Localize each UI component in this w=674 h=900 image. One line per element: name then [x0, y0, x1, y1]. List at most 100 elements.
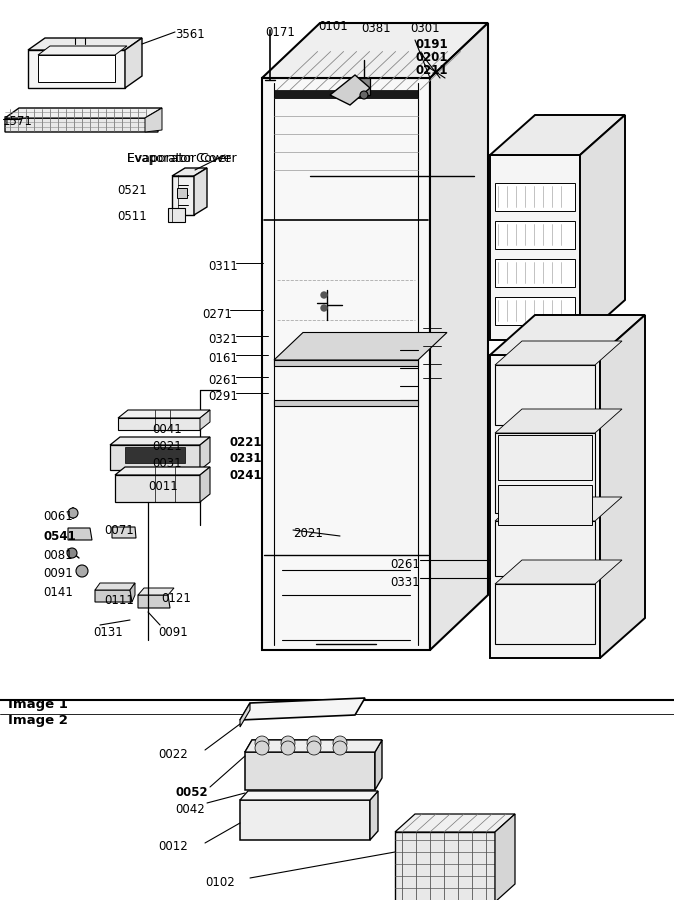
Text: 0321: 0321: [208, 333, 238, 346]
Polygon shape: [375, 740, 382, 790]
Polygon shape: [495, 183, 575, 211]
Circle shape: [67, 548, 77, 558]
Polygon shape: [600, 315, 645, 658]
Text: 0521: 0521: [117, 184, 147, 197]
Polygon shape: [125, 38, 142, 88]
Circle shape: [333, 741, 347, 755]
Polygon shape: [495, 341, 622, 365]
Circle shape: [360, 91, 368, 99]
Polygon shape: [490, 355, 600, 658]
Polygon shape: [125, 447, 185, 463]
Polygon shape: [145, 108, 162, 132]
Polygon shape: [138, 595, 170, 608]
Circle shape: [307, 741, 321, 755]
Polygon shape: [118, 418, 200, 430]
Text: Evaporator Cover: Evaporator Cover: [127, 152, 237, 165]
Polygon shape: [495, 221, 575, 249]
Polygon shape: [168, 208, 185, 222]
Text: 0271: 0271: [202, 308, 232, 321]
Text: 0511: 0511: [117, 210, 147, 223]
Polygon shape: [495, 259, 575, 287]
Polygon shape: [490, 155, 580, 340]
Polygon shape: [262, 23, 488, 78]
Text: 0071: 0071: [104, 524, 133, 537]
Polygon shape: [358, 78, 370, 95]
Text: 2021: 2021: [293, 527, 323, 540]
Polygon shape: [95, 583, 135, 590]
Polygon shape: [495, 297, 575, 325]
Text: 0231: 0231: [229, 452, 262, 465]
Polygon shape: [395, 832, 495, 900]
Text: 0111: 0111: [104, 594, 134, 607]
Text: 3561: 3561: [175, 28, 205, 41]
Polygon shape: [495, 521, 595, 576]
Text: 1571: 1571: [3, 115, 33, 128]
Polygon shape: [262, 78, 430, 650]
Text: 0141: 0141: [43, 586, 73, 599]
Polygon shape: [274, 332, 447, 360]
Polygon shape: [200, 437, 210, 470]
Polygon shape: [115, 475, 200, 502]
Polygon shape: [28, 38, 142, 50]
Text: 0161: 0161: [208, 352, 238, 365]
Polygon shape: [245, 740, 382, 752]
Circle shape: [321, 292, 327, 298]
Text: 0211: 0211: [416, 64, 448, 77]
Text: 0052: 0052: [175, 786, 208, 799]
Text: 0191: 0191: [416, 38, 449, 51]
Text: 0241: 0241: [229, 469, 262, 482]
Text: 0042: 0042: [175, 803, 205, 816]
Text: Image 1: Image 1: [8, 698, 68, 711]
Text: 0022: 0022: [158, 748, 188, 761]
Polygon shape: [138, 588, 174, 595]
Text: 0101: 0101: [318, 20, 348, 33]
Text: 0261: 0261: [208, 374, 238, 387]
Circle shape: [321, 305, 327, 311]
Polygon shape: [38, 46, 127, 55]
Polygon shape: [38, 55, 115, 82]
Polygon shape: [118, 410, 210, 418]
Polygon shape: [580, 115, 625, 340]
Polygon shape: [68, 528, 92, 540]
Polygon shape: [330, 75, 370, 105]
Circle shape: [76, 565, 88, 577]
Polygon shape: [498, 485, 592, 525]
Text: 0102: 0102: [205, 876, 235, 889]
Text: 0021: 0021: [152, 440, 182, 453]
Text: 0301: 0301: [410, 22, 439, 35]
Text: 0221: 0221: [229, 436, 262, 449]
Bar: [177, 188, 187, 198]
Polygon shape: [115, 467, 210, 475]
Polygon shape: [490, 115, 625, 155]
Text: 0311: 0311: [208, 260, 238, 273]
Polygon shape: [5, 110, 158, 132]
Circle shape: [333, 736, 347, 750]
Text: 0291: 0291: [208, 390, 238, 403]
Text: 0012: 0012: [158, 840, 188, 853]
Text: 0061: 0061: [43, 510, 73, 523]
Text: Image 2: Image 2: [8, 714, 68, 727]
Polygon shape: [245, 752, 375, 790]
Polygon shape: [28, 50, 125, 88]
Polygon shape: [274, 400, 418, 406]
Text: 0031: 0031: [152, 457, 181, 470]
Circle shape: [307, 736, 321, 750]
Polygon shape: [110, 445, 200, 470]
Text: 0201: 0201: [416, 51, 448, 64]
Polygon shape: [395, 814, 515, 832]
Polygon shape: [495, 433, 595, 513]
Circle shape: [281, 741, 295, 755]
Polygon shape: [495, 409, 622, 433]
Polygon shape: [112, 527, 136, 538]
Polygon shape: [5, 108, 162, 118]
Polygon shape: [245, 740, 382, 752]
Polygon shape: [495, 365, 595, 425]
Text: 0171: 0171: [265, 26, 295, 39]
Text: 0541: 0541: [43, 530, 75, 543]
Polygon shape: [274, 90, 418, 98]
Circle shape: [255, 736, 269, 750]
Polygon shape: [490, 315, 645, 355]
Circle shape: [255, 741, 269, 755]
Polygon shape: [95, 590, 132, 602]
Polygon shape: [172, 176, 194, 215]
